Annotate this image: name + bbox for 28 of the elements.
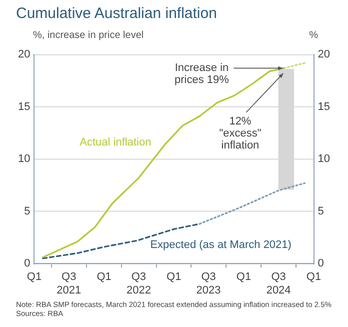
annotation: 12% "excess" inflation xyxy=(219,115,262,152)
x-tick-label: Q1 xyxy=(236,271,252,284)
y-tick-label: 0 xyxy=(24,258,30,270)
y2-axis-title: % xyxy=(309,30,318,41)
y2-tick-label: 15 xyxy=(318,100,330,113)
y-tick-label: 20 xyxy=(18,48,30,61)
x-tick-label: Q1 xyxy=(26,271,42,284)
line-series xyxy=(198,182,306,225)
y-axis-title: %, increase in price level xyxy=(33,30,144,41)
x-tick-label: Q1 xyxy=(166,271,182,284)
y2-tick-label: 0 xyxy=(318,258,324,270)
annotation: Increase in prices 19% xyxy=(174,62,230,86)
y2-tick-label: 5 xyxy=(318,205,324,218)
y-tick-label: 10 xyxy=(18,153,30,166)
y2-tick-label: 10 xyxy=(318,153,330,166)
y2-tick-label: 20 xyxy=(318,48,330,61)
line-series xyxy=(42,223,200,260)
x-tick-label: Q1 xyxy=(96,271,112,284)
series-label: Expected (as at March 2021) xyxy=(150,238,292,251)
y-tick-label: 15 xyxy=(18,100,30,113)
y-tick-label: 5 xyxy=(24,205,30,218)
chart-title: Cumulative Australian inflation xyxy=(16,5,217,22)
x-tick-label: Q1 xyxy=(306,271,322,284)
x-tick-label: Q3 2022 xyxy=(126,271,151,296)
x-tick-label: Q3 2023 xyxy=(196,271,221,296)
series-label: Actual inflation xyxy=(80,136,152,148)
x-tick-label: Q3 2024 xyxy=(266,271,291,296)
x-tick-label: Q3 2021 xyxy=(56,271,82,296)
